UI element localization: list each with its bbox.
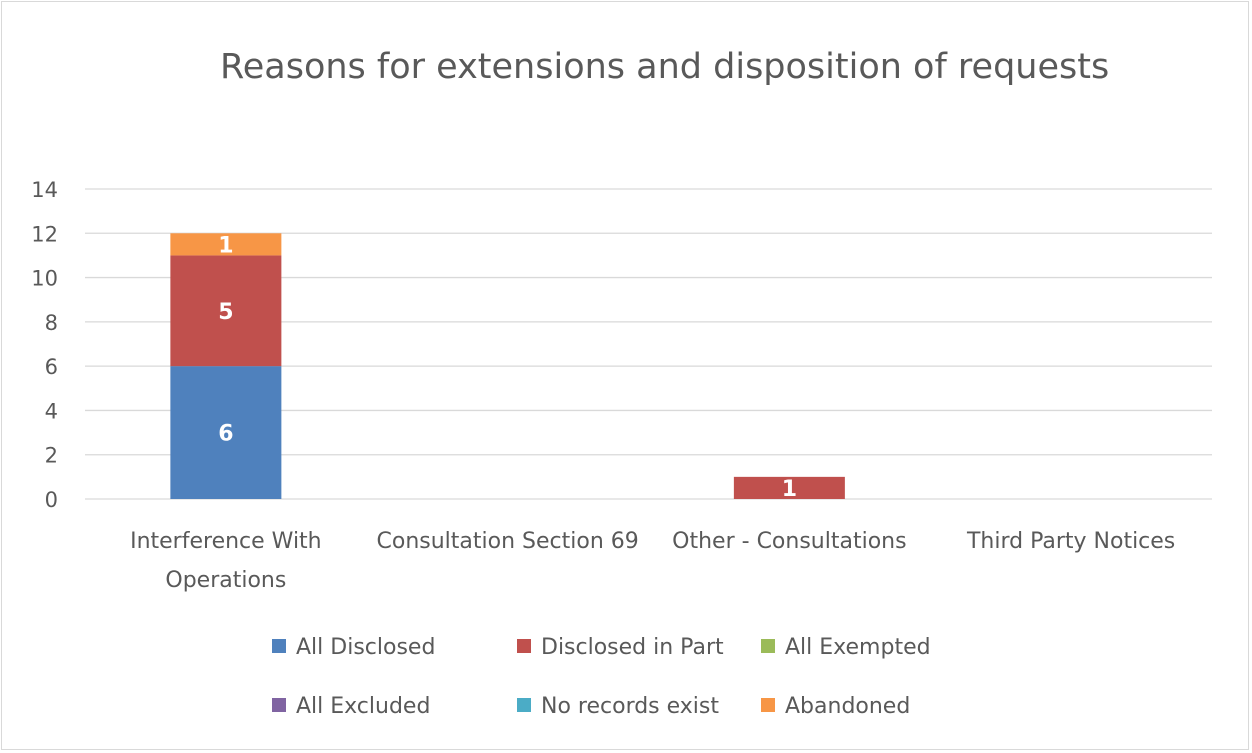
y-tick-label: 6	[45, 355, 58, 379]
bar-segment	[170, 366, 282, 499]
y-tick-label: 0	[45, 488, 58, 512]
legend-label: Abandoned	[785, 694, 910, 719]
category-label: Operations	[165, 568, 286, 593]
legend-swatch	[761, 698, 775, 712]
category-label: Interference With	[130, 529, 322, 554]
category-label: Consultation Section 69	[377, 529, 639, 554]
legend-label: All Disclosed	[296, 635, 435, 660]
y-tick-label: 8	[45, 311, 58, 335]
y-tick-label: 10	[31, 267, 58, 291]
y-tick-label: 14	[31, 178, 58, 202]
data-label: 5	[218, 300, 233, 325]
chart-title: Reasons for extensions and disposition o…	[220, 47, 1110, 87]
legend-swatch	[272, 698, 286, 712]
data-label: 1	[218, 233, 233, 258]
category-label: Third Party Notices	[966, 529, 1175, 554]
data-label: 1	[782, 477, 797, 502]
legend-swatch	[517, 698, 531, 712]
bar-segment	[733, 476, 845, 499]
legend-label: No records exist	[541, 694, 719, 719]
legend-swatch	[517, 639, 531, 653]
legend-swatch	[761, 639, 775, 653]
data-label: 6	[218, 422, 233, 447]
y-tick-label: 2	[45, 444, 58, 468]
legend-label: All Exempted	[785, 635, 931, 660]
y-tick-label: 12	[31, 222, 58, 246]
category-label: Other - Consultations	[672, 529, 906, 554]
y-tick-label: 4	[45, 399, 58, 423]
legend-label: Disclosed in Part	[541, 635, 724, 660]
legend-swatch	[272, 639, 286, 653]
bar-segment	[170, 255, 282, 367]
legend-label: All Excluded	[296, 694, 430, 719]
bar-segment	[170, 233, 282, 256]
